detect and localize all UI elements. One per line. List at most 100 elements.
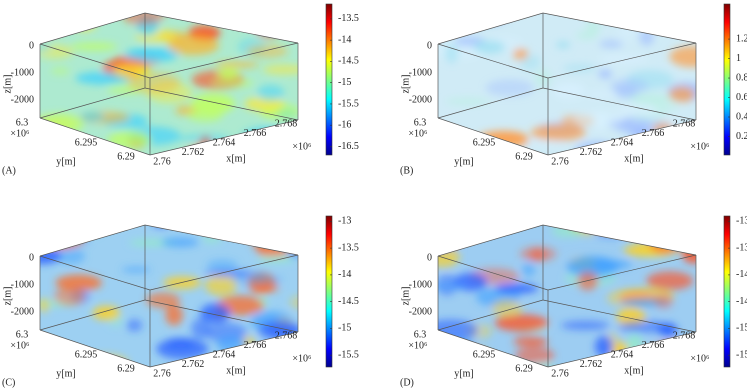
x-tick-label: 2.76: [153, 368, 171, 379]
x-tick-label: 2.76: [551, 368, 569, 379]
z-axis-label: z[m]: [2, 75, 13, 94]
box-edge: [547, 254, 697, 291]
blob: [618, 105, 659, 115]
y-exponent: ×10⁶: [408, 128, 428, 139]
y-tick-label: 6.3: [414, 329, 427, 340]
colorbar: [723, 215, 731, 368]
x-tick-label: 2.766: [642, 340, 665, 351]
box-edge: [542, 87, 697, 121]
box-edge: [437, 255, 549, 291]
blob: [50, 67, 70, 75]
y-tick-label: 6.29: [117, 151, 135, 162]
blob: [262, 64, 298, 75]
blob: [80, 111, 106, 122]
box-edge: [39, 117, 151, 156]
blob: [40, 44, 51, 52]
x-exponent: ×10⁶: [292, 353, 312, 364]
box-edge: [437, 87, 544, 119]
blob: [40, 231, 85, 249]
blob: [654, 293, 674, 309]
panel-label: (B): [400, 165, 413, 176]
x-tick-label: 2.76: [153, 156, 171, 167]
blob: [266, 13, 298, 24]
blob: [230, 274, 283, 287]
x-tick-label: 2.764: [611, 137, 634, 148]
blob: [218, 67, 239, 79]
blob: [586, 91, 618, 98]
blob: [290, 295, 298, 310]
colorbar-tick-label: -13.5: [338, 242, 359, 253]
z-tick-label: -2000: [11, 306, 34, 317]
colorbar-tick-label: -13.5: [736, 242, 747, 253]
x-axis-label: x[m]: [624, 365, 643, 376]
blob: [494, 314, 549, 332]
y-tick-label: 6.3: [16, 329, 29, 340]
box-edge: [149, 254, 299, 291]
blob: [83, 225, 102, 236]
blob: [40, 225, 63, 241]
box-edge: [547, 331, 697, 368]
box-edge: [437, 43, 549, 79]
colorbar-tick-label: -13: [736, 216, 747, 227]
z-tick-label: 0: [427, 252, 432, 263]
z-tick-label: -2000: [409, 94, 432, 105]
colorbar-tick-label: -14.5: [338, 296, 359, 307]
box-edge: [437, 299, 544, 331]
box-edge: [39, 329, 151, 368]
blob: [577, 271, 599, 291]
x-tick-label: 2.768: [275, 330, 298, 341]
x-exponent: ×10⁶: [690, 353, 710, 364]
blob: [639, 28, 655, 46]
blob: [41, 27, 58, 36]
box-edge: [39, 43, 151, 79]
blob: [53, 287, 86, 306]
blob: [438, 234, 462, 251]
blob: [626, 93, 672, 102]
y-tick-label: 6.29: [117, 363, 135, 374]
volume: [40, 13, 298, 155]
z-tick-label: -2000: [409, 306, 432, 317]
blob: [72, 15, 97, 32]
colorbar-tick-label: -14.5: [338, 56, 359, 67]
z-tick-label: 0: [29, 40, 34, 51]
y-tick-label: 6.295: [75, 137, 98, 148]
blob: [646, 271, 694, 291]
y-axis-label: y[m]: [56, 156, 75, 167]
blob: [575, 31, 598, 40]
blob: [438, 346, 479, 362]
panel-label: (D): [400, 377, 414, 388]
blob: [551, 225, 585, 238]
blob: [652, 13, 695, 26]
y-tick-label: 6.3: [414, 117, 427, 128]
colorbar: [325, 215, 333, 368]
blob: [60, 237, 91, 245]
volume: [438, 13, 696, 155]
box-edge: [149, 42, 299, 79]
blob: [187, 108, 223, 122]
blob: [107, 131, 151, 149]
box-edge: [144, 12, 299, 44]
blob: [688, 13, 696, 23]
colorbar-tick-label: -15.5: [338, 350, 359, 361]
blob: [156, 338, 209, 360]
colorbar-tick-label: -16.5: [338, 141, 359, 152]
colorbar-tick-label: 1.2: [736, 33, 747, 44]
x-tick-label: 2.764: [611, 349, 634, 360]
box-edge: [144, 299, 299, 333]
blob: [54, 230, 68, 247]
blob: [675, 19, 696, 26]
blob: [461, 13, 495, 26]
blob: [594, 335, 614, 358]
z-tick-label: -1000: [409, 67, 432, 78]
blob: [594, 111, 607, 132]
y-tick-label: 6.3: [16, 117, 29, 128]
y-tick-label: 6.295: [473, 349, 496, 360]
blob: [618, 320, 671, 333]
blob: [252, 283, 280, 293]
box-edge: [437, 117, 549, 156]
y-exponent: ×10⁶: [10, 128, 30, 139]
box-edge: [437, 329, 549, 368]
